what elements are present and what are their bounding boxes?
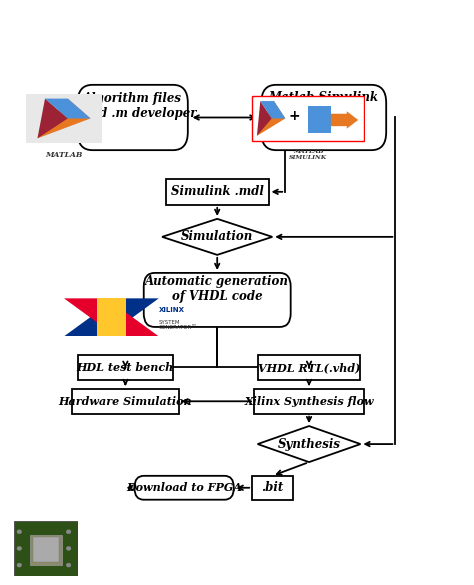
Circle shape [66, 529, 71, 534]
Text: Simulink .mdl: Simulink .mdl [171, 185, 264, 198]
Circle shape [66, 563, 71, 567]
Text: Matlab Simulink
files .mdl: Matlab Simulink files .mdl [269, 91, 379, 119]
Text: Automatic generation
of VHDL code: Automatic generation of VHDL code [145, 275, 289, 302]
Text: Synthesis: Synthesis [278, 438, 340, 450]
Bar [30, 535, 62, 565]
Text: MATLAB
SIMULINK: MATLAB SIMULINK [289, 149, 327, 160]
Text: Xilinx Synthesis flow: Xilinx Synthesis flow [244, 396, 374, 407]
Circle shape [66, 546, 71, 550]
Bar [78, 355, 173, 380]
FancyBboxPatch shape [261, 85, 386, 150]
Bar [33, 537, 59, 562]
Circle shape [17, 563, 22, 567]
Polygon shape [260, 101, 285, 118]
Circle shape [17, 529, 22, 534]
Bar [254, 389, 364, 414]
Polygon shape [64, 298, 159, 336]
Circle shape [17, 546, 22, 550]
Text: Hardware Simulation: Hardware Simulation [59, 396, 192, 407]
Text: .bit: .bit [261, 481, 283, 494]
Text: VHDL RTL(.vhd): VHDL RTL(.vhd) [258, 362, 360, 373]
Polygon shape [37, 98, 68, 138]
FancyBboxPatch shape [144, 273, 291, 327]
FancyBboxPatch shape [78, 85, 188, 150]
Bar [258, 355, 360, 380]
Polygon shape [257, 101, 285, 136]
Text: Algorithm files
based .m developer: Algorithm files based .m developer [69, 92, 196, 121]
FancyBboxPatch shape [135, 476, 234, 500]
Polygon shape [162, 219, 272, 255]
Text: HDL test bench: HDL test bench [77, 362, 174, 373]
Polygon shape [258, 426, 360, 462]
Polygon shape [45, 98, 91, 118]
Bar [166, 179, 269, 205]
Bar [252, 476, 292, 500]
Text: +: + [289, 109, 300, 123]
Polygon shape [64, 298, 159, 336]
FancyArrow shape [331, 111, 358, 129]
Polygon shape [37, 98, 91, 138]
Text: SYSTEM
GENERATOR™: SYSTEM GENERATOR™ [159, 319, 198, 331]
Polygon shape [257, 101, 272, 136]
Bar [308, 106, 331, 133]
FancyBboxPatch shape [252, 96, 364, 141]
Text: Download to FPGA: Download to FPGA [126, 482, 242, 493]
Polygon shape [97, 298, 126, 336]
Text: XILINX: XILINX [159, 307, 185, 313]
Bar [72, 389, 179, 414]
Text: Simulation: Simulation [181, 230, 253, 243]
Text: MATLAB: MATLAB [46, 151, 82, 159]
